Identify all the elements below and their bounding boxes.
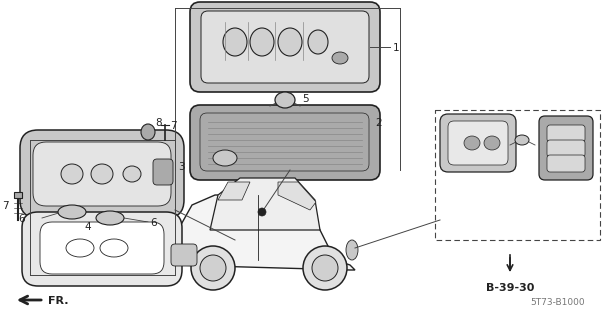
Ellipse shape xyxy=(141,124,155,140)
Ellipse shape xyxy=(258,208,266,216)
Ellipse shape xyxy=(91,164,113,184)
Text: 5T73-B1000: 5T73-B1000 xyxy=(530,298,585,307)
FancyBboxPatch shape xyxy=(440,114,516,172)
Text: 6: 6 xyxy=(18,214,25,224)
Ellipse shape xyxy=(278,28,302,56)
Ellipse shape xyxy=(58,205,86,219)
Ellipse shape xyxy=(275,92,295,108)
Polygon shape xyxy=(278,182,316,210)
FancyBboxPatch shape xyxy=(190,105,380,180)
Ellipse shape xyxy=(123,166,141,182)
Ellipse shape xyxy=(303,246,347,290)
Text: FR.: FR. xyxy=(48,296,69,306)
Text: 6: 6 xyxy=(150,218,157,228)
Ellipse shape xyxy=(332,52,348,64)
Text: 8: 8 xyxy=(155,118,161,128)
Text: 4: 4 xyxy=(85,222,91,232)
Ellipse shape xyxy=(484,136,500,150)
Ellipse shape xyxy=(191,246,235,290)
FancyBboxPatch shape xyxy=(20,130,184,218)
Ellipse shape xyxy=(312,255,338,281)
Polygon shape xyxy=(175,195,355,270)
Ellipse shape xyxy=(96,211,124,225)
FancyBboxPatch shape xyxy=(539,116,593,180)
Ellipse shape xyxy=(346,240,358,260)
Ellipse shape xyxy=(213,150,237,166)
FancyBboxPatch shape xyxy=(22,212,182,286)
Bar xyxy=(14,192,22,198)
Ellipse shape xyxy=(308,30,328,54)
FancyBboxPatch shape xyxy=(201,11,369,83)
Ellipse shape xyxy=(515,135,529,145)
FancyBboxPatch shape xyxy=(40,222,164,274)
Ellipse shape xyxy=(100,239,128,257)
Ellipse shape xyxy=(464,136,480,150)
Text: 5: 5 xyxy=(302,94,309,104)
Ellipse shape xyxy=(250,28,274,56)
FancyBboxPatch shape xyxy=(190,2,380,92)
Ellipse shape xyxy=(200,255,226,281)
Polygon shape xyxy=(218,182,250,200)
Bar xyxy=(435,110,600,240)
Ellipse shape xyxy=(61,164,83,184)
FancyBboxPatch shape xyxy=(448,121,508,165)
FancyBboxPatch shape xyxy=(33,142,171,206)
FancyBboxPatch shape xyxy=(547,155,585,172)
Text: 7: 7 xyxy=(170,121,177,131)
Text: 7: 7 xyxy=(2,201,9,211)
Ellipse shape xyxy=(223,28,247,56)
FancyBboxPatch shape xyxy=(153,159,173,185)
Text: 3: 3 xyxy=(178,162,185,172)
FancyBboxPatch shape xyxy=(547,125,585,142)
Ellipse shape xyxy=(66,239,94,257)
FancyBboxPatch shape xyxy=(171,244,197,266)
Text: 1: 1 xyxy=(393,43,400,53)
Text: 2: 2 xyxy=(375,118,382,128)
Text: B-39-30: B-39-30 xyxy=(486,283,534,293)
Polygon shape xyxy=(210,178,320,230)
FancyBboxPatch shape xyxy=(547,140,585,157)
